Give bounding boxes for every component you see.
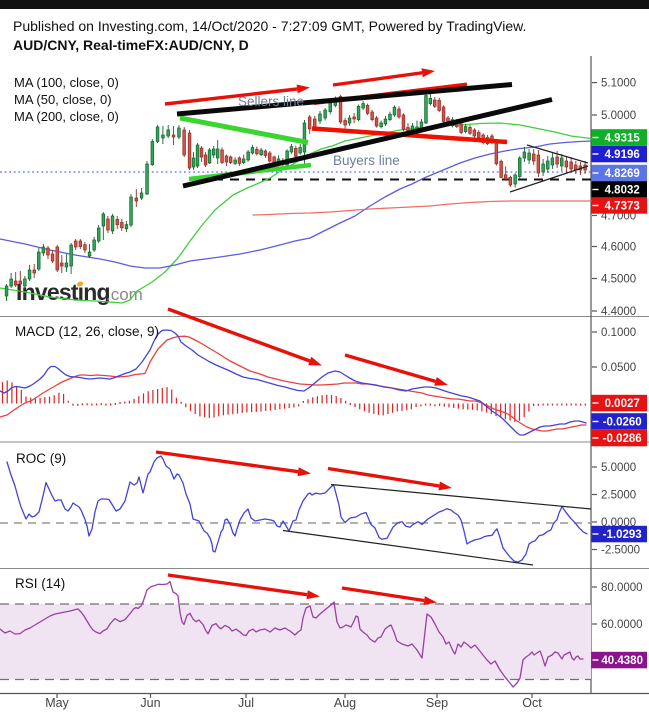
- svg-text:Sep: Sep: [426, 696, 448, 710]
- svg-text:80.0000: 80.0000: [601, 582, 643, 594]
- svg-text:RSI (14): RSI (14): [15, 576, 65, 591]
- svg-text:-0.0286: -0.0286: [603, 433, 642, 445]
- svg-text:0.0027: 0.0027: [605, 398, 640, 410]
- svg-text:.com: .com: [106, 285, 143, 304]
- svg-text:4.8032: 4.8032: [605, 185, 640, 197]
- svg-text:4.9315: 4.9315: [605, 133, 641, 145]
- svg-text:60.0000: 60.0000: [601, 619, 643, 631]
- svg-text:2.5000: 2.5000: [601, 490, 636, 502]
- svg-text:-1.0293: -1.0293: [603, 529, 642, 541]
- svg-text:5.1000: 5.1000: [601, 78, 636, 90]
- svg-text:4.9196: 4.9196: [605, 149, 640, 161]
- svg-text:5.0000: 5.0000: [601, 110, 636, 122]
- svg-text:Aug: Aug: [334, 696, 356, 710]
- svg-text:4.8269: 4.8269: [605, 168, 640, 180]
- svg-text:40.4380: 40.4380: [601, 655, 643, 667]
- svg-text:5.0000: 5.0000: [601, 462, 636, 474]
- svg-text:Jul: Jul: [238, 696, 254, 710]
- svg-text:Buyers line: Buyers line: [333, 153, 400, 168]
- svg-text:MA (100, close, 0): MA (100, close, 0): [14, 75, 119, 90]
- svg-text:-2.5000: -2.5000: [601, 545, 640, 557]
- svg-text:-0.0260: -0.0260: [603, 417, 642, 429]
- svg-text:4.6000: 4.6000: [601, 242, 636, 254]
- svg-text:AUD/CNY, Real-timeFX:AUD/CNY,: AUD/CNY, Real-timeFX:AUD/CNY, D: [13, 37, 249, 53]
- svg-text:Published on Investing.com, 14: Published on Investing.com, 14/Oct/2020 …: [13, 18, 526, 34]
- svg-text:MACD (12, 26, close, 9): MACD (12, 26, close, 9): [15, 324, 159, 339]
- svg-text:4.4000: 4.4000: [601, 306, 636, 318]
- svg-text:0.1000: 0.1000: [601, 327, 636, 339]
- svg-text:MA (50, close, 0): MA (50, close, 0): [14, 92, 112, 107]
- svg-text:4.7373: 4.7373: [605, 201, 640, 213]
- svg-text:MA (200, close, 0): MA (200, close, 0): [14, 109, 119, 124]
- svg-text:May: May: [45, 696, 69, 710]
- svg-text:Jun: Jun: [140, 696, 160, 710]
- svg-text:0.0500: 0.0500: [601, 362, 636, 374]
- svg-text:Sellers line: Sellers line: [238, 94, 304, 109]
- svg-text:4.5000: 4.5000: [601, 274, 636, 286]
- svg-text:Oct: Oct: [522, 696, 542, 710]
- svg-text:ROC (9): ROC (9): [16, 451, 66, 466]
